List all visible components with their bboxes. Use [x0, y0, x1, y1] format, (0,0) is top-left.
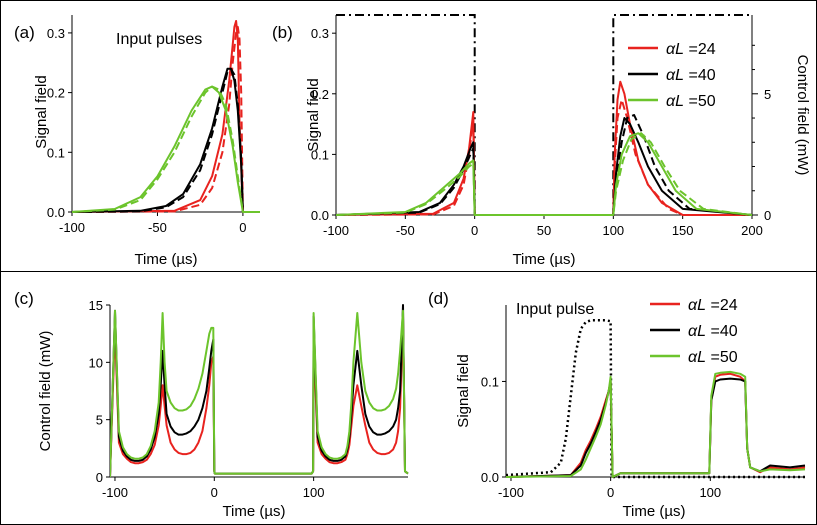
panel-a: -100 -50 0 0.0 0.1 0.2 0.3 (a) Input pulses Time … — [14, 15, 260, 268]
legend-label: αL =50 — [688, 349, 738, 366]
plot-area — [110, 304, 409, 478]
legend-label: αL =50 — [666, 93, 716, 110]
panel-label: (a) — [14, 23, 35, 42]
series-line-2 — [506, 377, 806, 478]
y-tick-label: 15 — [89, 298, 103, 313]
y2-tick-label: 5 — [764, 87, 771, 102]
y-tick-label: 0.0 — [311, 208, 329, 223]
y-tick-label: 0.2 — [47, 86, 65, 101]
legend-label: αL =24 — [666, 41, 716, 58]
y2-tick-label: 0 — [764, 208, 771, 223]
y-axis-title: Control field (mW) — [37, 331, 54, 452]
y-tick-label: 0.2 — [311, 87, 329, 102]
x-tick-label: 0 — [239, 220, 246, 235]
y-tick-label: 5 — [96, 413, 103, 428]
plot-area — [506, 319, 806, 479]
series-line-1 — [506, 372, 806, 478]
x-tick-label: -100 — [102, 485, 128, 500]
series-line-2 — [72, 25, 260, 213]
series-line-5 — [72, 85, 260, 213]
y-tick-label: 0.1 — [481, 374, 499, 389]
series-line-6 — [72, 85, 260, 213]
x-tick-label: 150 — [672, 223, 694, 238]
series-line-5 — [336, 132, 753, 216]
x-tick-label: 50 — [537, 223, 551, 238]
series-line-2 — [110, 304, 409, 478]
y-tick-label: 0.1 — [47, 145, 65, 160]
y-axis-title: Signal field — [33, 75, 50, 148]
y-axis-title: Signal field — [305, 78, 322, 151]
x-tick-label: 100 — [602, 223, 624, 238]
y-tick-label: 10 — [89, 355, 103, 370]
series-line-3 — [506, 370, 806, 478]
y-tick-label: 0.0 — [47, 205, 65, 220]
panel-label: (c) — [14, 289, 34, 308]
legend-label: αL =40 — [688, 323, 738, 340]
legend-label: αL =40 — [666, 67, 716, 84]
x-axis-title: Time (µs) — [512, 251, 575, 268]
x-tick-label: 200 — [741, 223, 763, 238]
panel-label: (b) — [272, 23, 293, 42]
legend: αL =24 αL =40 αL =50 — [650, 297, 738, 366]
panel-annotation: Input pulses — [116, 31, 202, 48]
y2-axis-title: Control field (mW) — [794, 55, 811, 176]
y-tick-label: 0.3 — [311, 26, 329, 41]
x-tick-label: 100 — [699, 485, 721, 500]
x-tick-label: -100 — [323, 223, 349, 238]
x-axis-title: Time (µs) — [622, 503, 685, 520]
x-tick-label: -100 — [498, 485, 524, 500]
y-tick-label: 0.1 — [311, 147, 329, 162]
plot-area — [336, 14, 753, 216]
y-axis-title: Signal field — [455, 354, 472, 427]
x-tick-label: -50 — [148, 220, 167, 235]
x-axis-title: Time (µs) — [134, 251, 197, 268]
x-tick-label: 0 — [471, 223, 478, 238]
y-tick-label: 0 — [96, 470, 103, 485]
x-tick-label: 0 — [211, 485, 218, 500]
series-line-4 — [336, 114, 753, 216]
panel-label: (d) — [428, 289, 449, 308]
panel-d: -100 0 100 0.0 0.1 (d) Input pulse Time (µs) Sig… — [428, 289, 806, 520]
series-line-4 — [72, 67, 260, 213]
panel-annotation: Input pulse — [516, 301, 594, 318]
y-tick-label: 0.0 — [481, 470, 499, 485]
input-pulse-line — [506, 319, 805, 479]
series-line-6 — [336, 132, 753, 216]
x-tick-label: 0 — [607, 485, 614, 500]
x-axis-title: Time (µs) — [222, 503, 285, 520]
series-line-3 — [110, 309, 409, 478]
legend: αL =24 αL =40 αL =50 — [628, 41, 716, 110]
series-line-2 — [336, 98, 752, 216]
panel-b: -100 -50 0 50 100 150 200 0.0 0.1 0.2 0.3 0 5 (b) Time… — [272, 14, 811, 268]
series-line-1 — [72, 20, 260, 213]
y-tick-label: 0.3 — [47, 26, 65, 41]
series-line-3 — [336, 117, 753, 216]
x-tick-label: -100 — [59, 220, 85, 235]
x-tick-label: -50 — [396, 223, 415, 238]
plot-area — [72, 20, 260, 213]
legend-label: αL =24 — [688, 297, 738, 314]
x-tick-label: 100 — [303, 485, 325, 500]
